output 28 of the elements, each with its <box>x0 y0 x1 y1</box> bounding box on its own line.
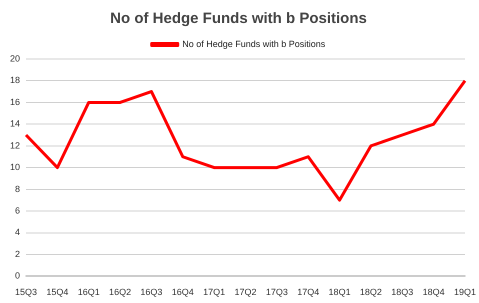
x-tick-label: 16Q2 <box>109 287 132 298</box>
y-tick-label: 0 <box>14 270 20 281</box>
x-tick-label: 18Q1 <box>328 287 351 298</box>
x-tick-label: 17Q2 <box>234 287 257 298</box>
y-tick-label: 8 <box>14 184 20 194</box>
y-tick-label: 14 <box>10 118 20 129</box>
x-tick-label: 16Q3 <box>140 287 162 298</box>
legend-label: No of Hedge Funds with b Positions <box>182 38 326 49</box>
y-tick-label: 2 <box>14 248 20 259</box>
chart-title: No of Hedge Funds with b Positions <box>110 10 367 28</box>
y-tick-label: 16 <box>10 96 20 107</box>
y-tick-label: 20 <box>10 53 20 64</box>
x-tick-label: 15Q3 <box>14 287 38 298</box>
x-tick-label: 16Q1 <box>78 287 100 298</box>
x-tick-label: 18Q3 <box>391 287 414 298</box>
x-tick-label: 17Q4 <box>297 287 320 298</box>
x-tick-label: 15Q4 <box>46 287 68 298</box>
x-tick-label: 19Q1 <box>454 287 476 298</box>
x-tick-label: 17Q3 <box>266 287 288 298</box>
x-tick-label: 18Q4 <box>422 287 445 298</box>
y-tick-label: 18 <box>10 75 20 86</box>
x-tick-label: 17Q1 <box>203 287 226 298</box>
x-tick-label: 16Q4 <box>172 287 194 298</box>
y-tick-label: 12 <box>10 140 20 150</box>
y-tick-label: 6 <box>14 206 20 216</box>
y-tick-label: 4 <box>14 227 20 238</box>
y-tick-label: 10 <box>10 162 20 172</box>
x-tick-label: 18Q2 <box>360 287 382 298</box>
